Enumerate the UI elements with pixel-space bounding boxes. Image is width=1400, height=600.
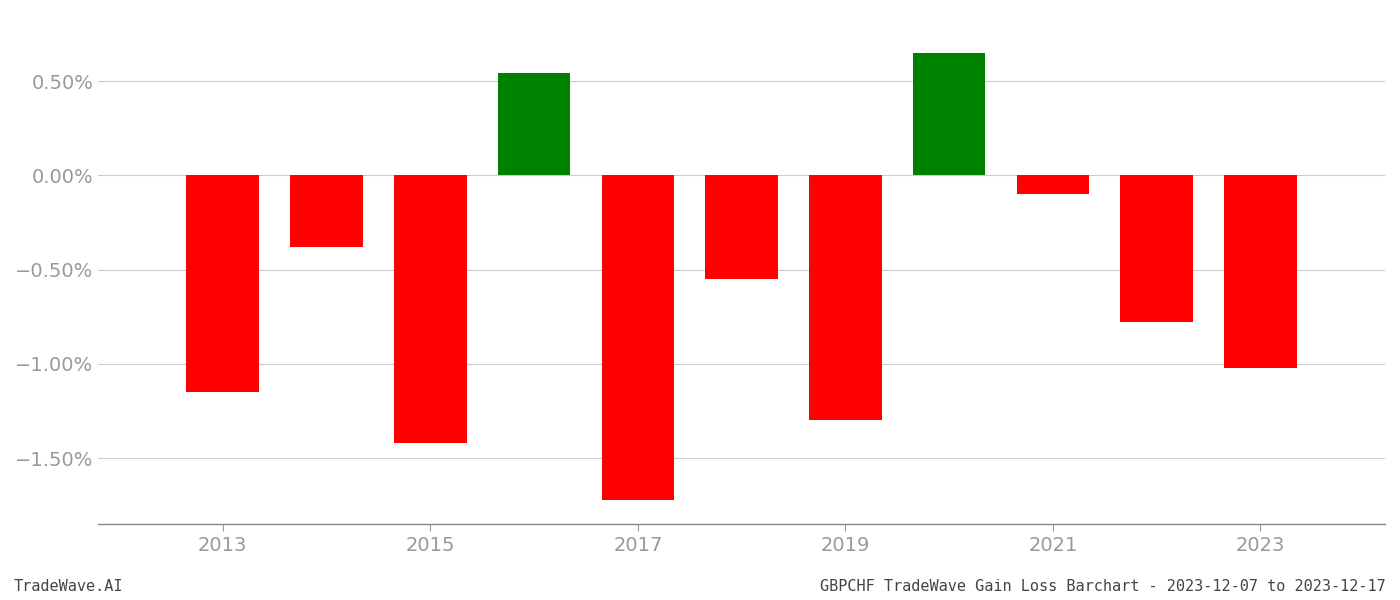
Bar <box>393 175 466 443</box>
Bar <box>498 73 570 175</box>
Bar <box>913 53 986 175</box>
Bar <box>290 175 363 247</box>
Bar <box>706 175 778 279</box>
Text: GBPCHF TradeWave Gain Loss Barchart - 2023-12-07 to 2023-12-17: GBPCHF TradeWave Gain Loss Barchart - 20… <box>820 579 1386 594</box>
Bar <box>809 175 882 421</box>
Bar <box>1016 175 1089 194</box>
Bar <box>1224 175 1296 368</box>
Text: TradeWave.AI: TradeWave.AI <box>14 579 123 594</box>
Bar <box>1120 175 1193 322</box>
Bar <box>602 175 675 500</box>
Bar <box>186 175 259 392</box>
